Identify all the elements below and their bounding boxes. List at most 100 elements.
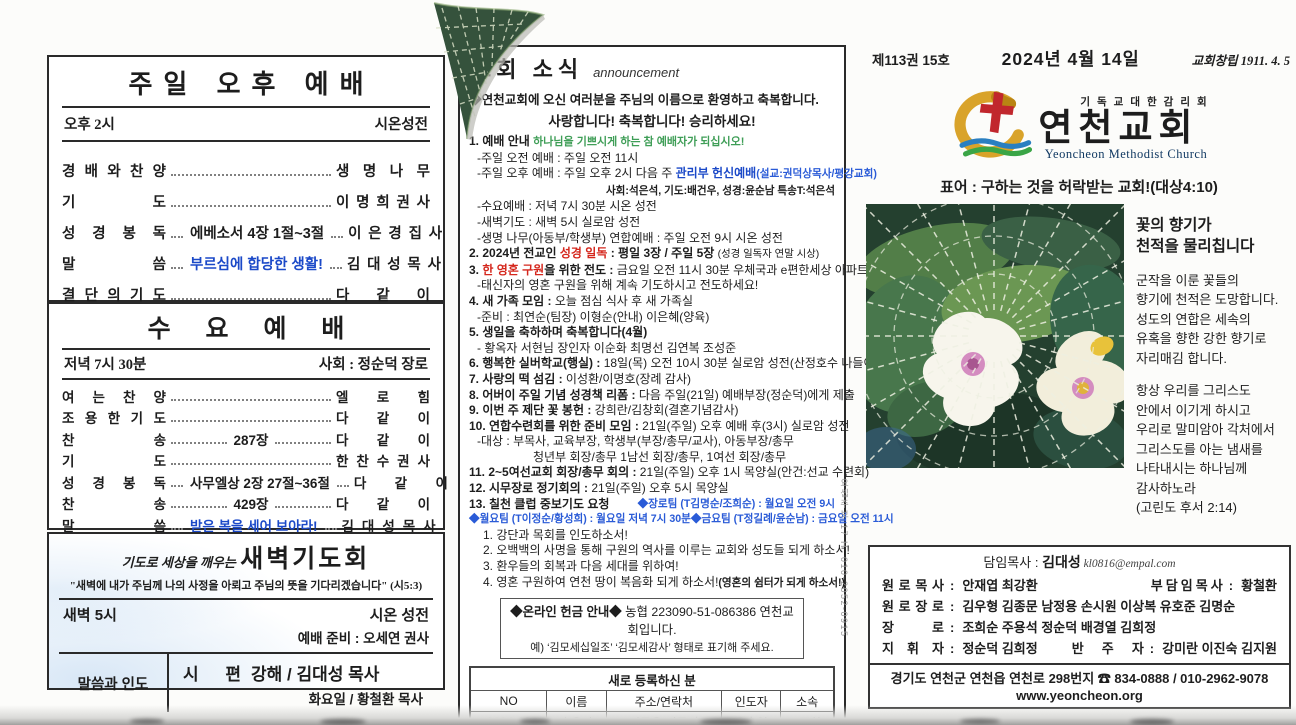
- news-line: 9. 이번 주 제단 꽃 봉헌 : 강희란/김창회(결혼기념감사): [469, 403, 739, 418]
- wednesday-chair: 사회 : 정순덕 장로: [318, 357, 428, 373]
- dawn-prep: 예배 준비 : 오세연 권사: [297, 631, 429, 646]
- wednesday-time: 저녁 7시 30분: [64, 357, 147, 373]
- worship-detail: 부르심에 합당한 생활!: [190, 257, 323, 273]
- devotional-paragraph-2: 항상 우리를 그리스도 안에서 이기게 하시고 우리로 말미암아 각처에서 그리스도를…: [1136, 368, 1294, 518]
- devotional-line: (고린도 후서 2:14): [1136, 500, 1237, 516]
- news-line: 3. 환우들의 회복과 다음 세대를 위하여!: [483, 559, 679, 574]
- worship-row: 성 경 봉 독 에베소서 4장 1절~3절 이 은 경 집 사: [62, 212, 442, 243]
- church-logo-block: 기독교대한감리회 연천교회 Yeoncheon Methodist Church: [866, 88, 1292, 168]
- worship-row: 말 씀 받은 복을 세어 보아라! 김 대 성 목 사: [62, 513, 436, 535]
- welcome-line-2: 사랑합니다! 축복합니다! 승리하세요!: [548, 114, 756, 129]
- devotional-line: 감사하노라: [1136, 480, 1196, 496]
- news-line: 13. 칠천 클럽 중보기도 요청 ◆장로팀 (T김명순/조희순) : 월요일 오…: [469, 496, 835, 511]
- senior-pastor-line: 담임목사 : 김대성 kl0816@empal.com: [870, 547, 1289, 575]
- new-members-title: 새로 등록하신 분: [469, 666, 835, 692]
- news-line: 6. 행복한 실버학교(행실) : 18일(목) 오전 10시 30분 실로암 …: [469, 356, 879, 371]
- scan-artifact: [960, 719, 1000, 724]
- staff-row: 지 휘 자: 정순덕 김희정 반 주 자: 강미란 이진숙 김지원: [882, 641, 1277, 656]
- church-logo-text: 기독교대한감리회 연천교회 Yeoncheon Methodist Church: [1038, 94, 1213, 163]
- afternoon-place: 시온성전: [374, 117, 428, 133]
- devotional-line: 성도의 연합은 세속의: [1136, 311, 1251, 327]
- news-line: 11. 2~5여선교회 회장/총무 회의 : 21일(주일) 오후 1시 목양실…: [469, 465, 870, 480]
- news-line: ◆월요팀 (T이정순/황성희) : 월요일 저녁 7시 30분 ◆금요팀 (T정길…: [469, 513, 894, 526]
- dawn-title: 새벽기도회: [240, 545, 371, 573]
- news-items: 1. 예배 안내 하나님을 기쁘시게 하는 참 예배자가 되십시오! -주일 오전…: [469, 134, 894, 591]
- flower-artwork: [866, 204, 1124, 468]
- news-line: -주일 오전 예배 : 주일 오전 11시: [477, 150, 639, 165]
- stitch-overlay: [866, 204, 1124, 468]
- dawn-prayer-box: 기도로 세상을 깨우는 새벽기도회 "새벽에 내가 주님께 나의 사정을 아뢰고…: [47, 532, 445, 712]
- news-line: - 황옥자 서현님 장인자 이순화 최명선 김연복 조성준: [477, 340, 737, 355]
- folded-page-corner-decoration: [433, 2, 546, 140]
- news-line: -생명 나무(아동부/학생부) 연합예배 : 주일 오전 9시 시온 성전: [477, 230, 783, 245]
- news-line: 4. 영혼 구원하여 연천 땅이 복음화 되게 하소서!(영혼의 쉼터가 되게 …: [483, 574, 846, 589]
- flower-right: [1036, 331, 1124, 436]
- devotional-heading: 꽃의 향기가 천적을 물리칩니다: [1136, 216, 1294, 258]
- online-offering-label: ◆온라인 헌금 안내◆: [510, 605, 622, 620]
- devotional-line: 나타내시는 하나님께: [1136, 461, 1248, 477]
- devotional-line: 향기에 천적은 도망합니다.: [1136, 292, 1279, 308]
- scan-artifact: [700, 719, 752, 725]
- dawn-lead-label: 말씀과 인도: [59, 654, 169, 712]
- news-line: -주일 오후 예배 : 주일 오후 2시 다음 주 관리부 헌신예배(설교:권덕…: [477, 166, 877, 181]
- afternoon-time: 오후 2시: [64, 117, 115, 133]
- welcome-line-1: ◆연천교회에 오신 여러분을 주님의 이름으로 환영하고 축복합니다.: [469, 93, 819, 107]
- news-line: 7. 사랑의 떡 섬김 : 이성환/이명호(장례 감사): [469, 371, 691, 386]
- dawn-quote: "새벽에 내가 주님께 나의 사정을 아뢰고 주님의 뜻을 기다리겠습니다" (…: [69, 580, 423, 592]
- news-line: 2. 오백백의 사명을 통해 구원의 역사를 이루는 교회와 성도들 되게 하소…: [483, 543, 850, 558]
- wednesday-title: 수 요 예 배: [62, 308, 430, 350]
- church-website: www.yeoncheon.org: [1016, 688, 1143, 703]
- afternoon-title: 주일 오후 예배: [62, 61, 430, 108]
- staff-row: 원 로 목 사: 안재엽 최강환 부 담 임 목 사: 황철환: [882, 578, 1277, 593]
- devotional-heading-line2: 천적을 물리칩니다: [1136, 237, 1255, 255]
- news-line: 1. 강단과 목회를 인도하소서!: [483, 527, 628, 542]
- news-line: 사회:석은석, 기도:배건우, 성경:윤순남 특송T:석은석: [605, 184, 835, 197]
- staff-row: 원 로 장 로: 김우형 김종문 남정용 손시원 이상복 유호준 김명순: [882, 599, 1236, 614]
- worship-row: 찬 송 287장 다 같 이: [62, 427, 430, 449]
- flower-left: [922, 311, 1023, 427]
- devotional-line: 우리로 말미암아 각처에서: [1136, 422, 1275, 438]
- dawn-lead-sub: 화요일 / 황철환 목사: [308, 692, 423, 707]
- masthead-row: 제113권 15호 2024년 4월 14일 교회창립 1911. 4. 5: [872, 46, 1290, 71]
- worship-row: 성 경 봉 독 사무엘상 2장 27절~36절 다 같 이: [62, 470, 448, 492]
- news-line: 1. 예배 안내 하나님을 기쁘시게 하는 참 예배자가 되십시오!: [469, 134, 745, 148]
- church-news-box: 교회 소식 announcement ◆연천교회에 오신 여러분을 주님의 이름…: [458, 45, 894, 725]
- dawn-lead-rest: 강해 / 김대성 목사: [251, 665, 380, 684]
- dawn-row-time: 새벽 5시 시온 성전 예배 준비 : 오세연 권사: [59, 600, 433, 654]
- devotional-line: 그리스도를 아는 냄새를: [1136, 441, 1263, 457]
- issue-number: 제113권 15호: [872, 53, 950, 68]
- news-line: 5. 생일을 축하하며 축복합니다(4월): [469, 325, 648, 340]
- church-name-english: Yeoncheon Methodist Church: [1044, 147, 1208, 162]
- news-line: 10. 연합수련회를 위한 준비 모임 : 21일(주일) 오후 예배 후(3시…: [469, 418, 850, 433]
- devotional-line: 군작을 이룬 꽃들의: [1136, 272, 1239, 288]
- church-slogan: 표어 : 구하는 것을 허락받는 교회!(대상4:10): [940, 179, 1218, 196]
- church-name: 연천교회: [1038, 106, 1199, 148]
- printer-side-note: 요셉주보 17 H. 010-2052-0915: [839, 478, 849, 638]
- staff-info-box: 담임목사 : 김대성 kl0816@empal.com 원 로 목 사: 안재엽 최강환…: [868, 545, 1291, 709]
- church-founded: 교회창립 1911. 4. 5: [1191, 54, 1290, 68]
- dawn-time: 새벽 5시: [63, 607, 117, 624]
- news-line: 3. 한 영혼 구원을 위한 전도 : 금요일 오전 11시 30분 우체국과 …: [469, 262, 868, 277]
- denomination-label: 기독교대한감리회: [1080, 95, 1214, 108]
- worship-detail: 받은 복을 세어 보아라!: [190, 518, 318, 534]
- online-offering-box: ◆온라인 헌금 안내◆ 농협 223090-51-086386 연천교회입니다.…: [500, 598, 804, 660]
- issue-date: 2024년 4월 14일: [1001, 49, 1140, 69]
- senior-pastor-label: 담임목사 :: [983, 555, 1043, 570]
- news-line: 2. 2024년 전교인 성경 일독 : 평일 3장 / 주일 5장 (성경 일…: [469, 246, 820, 261]
- online-offering-account: 농협 223090-51-086386 연천교회입니다.: [621, 605, 794, 638]
- news-subtitle: announcement: [593, 65, 680, 80]
- scan-bottom-shadow: [0, 705, 1296, 725]
